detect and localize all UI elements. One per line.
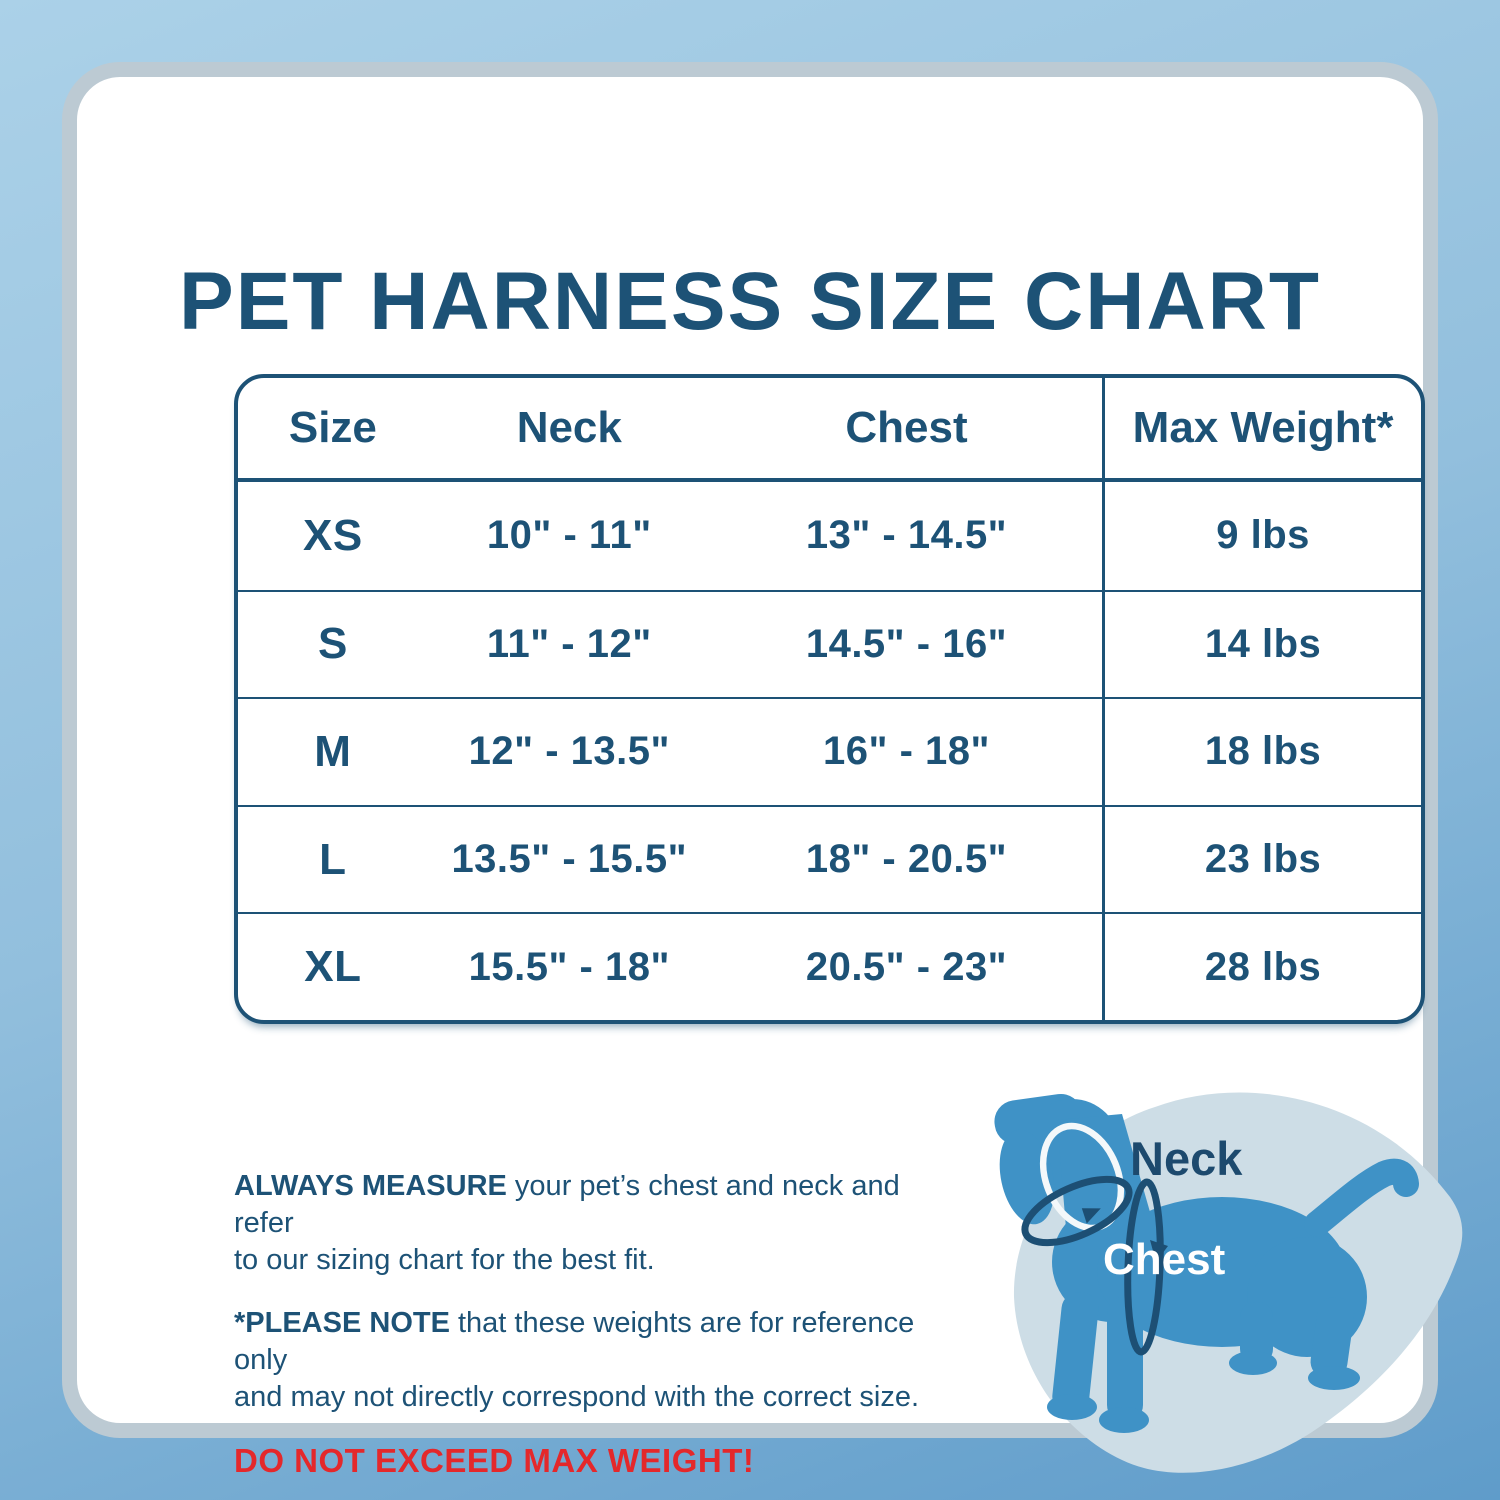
header-cell-neck: Neck [516,403,622,452]
cell-neck: 11" - 12" [486,621,652,666]
cell-neck: 13.5" - 15.5" [451,837,688,882]
cell-size: S [317,619,348,669]
neck-label: Neck [1130,1132,1243,1185]
cell-max-weight: 28 lbs [1102,914,1421,1020]
cell-size: XL [304,942,362,992]
dog-measurement-figure: Neck Chest [972,1062,1492,1482]
cell-max-weight: 23 lbs [1102,806,1421,913]
cell-chest: 14.5" - 16" [805,621,1008,666]
table-row-m: M 12" - 13.5" 16" - 18" 18 lbs [238,697,1421,805]
cell-max-weight: 18 lbs [1102,699,1421,805]
cell-chest: 13" - 14.5" [805,513,1008,558]
note-lead: ALWAYS MEASURE [234,1170,507,1202]
page-title: PET HARNESS SIZE CHART [179,256,1321,347]
table-row-xs: XS 10" - 11" 13" - 14.5" 9 lbs [238,482,1421,590]
note-lead: *PLEASE NOTE [234,1307,450,1339]
cell-size: M [314,726,352,776]
note-text: that these weights are for reference onl… [234,1307,915,1376]
notes-section: ALWAYS MEASURE your pet’s chest and neck… [234,1168,944,1479]
chest-label: Chest [1103,1235,1226,1284]
note-text: to our sizing chart for the best fit. [234,1244,655,1276]
cell-chest: 18" - 20.5" [805,837,1008,882]
cell-chest: 20.5" - 23" [805,944,1008,989]
cell-max-weight: 9 lbs [1102,482,1421,590]
dog-illustration: Neck Chest [994,1092,1463,1473]
cell-chest: 16" - 18" [823,729,990,774]
cell-neck: 12" - 13.5" [468,729,670,774]
cell-size: XS [303,510,363,560]
chest-loop-arrowhead [1150,1240,1168,1262]
cell-neck: 15.5" - 18" [468,944,670,989]
info-card: PET HARNESS SIZE CHART Size Neck Chest M… [62,62,1463,1479]
table-row-l: L 13.5" - 15.5" 18" - 20.5" 23 lbs [238,804,1421,913]
header-cell-chest: Chest [845,403,968,452]
table-row-xl: XL 15.5" - 18" 20.5" - 23" 28 lbs [238,912,1421,1020]
table-header-row: Size Neck Chest Max Weight* [238,378,1421,482]
neck-collar-loop [1021,1175,1133,1247]
chest-measure-loop [1124,1178,1164,1356]
note-always-measure: ALWAYS MEASURE your pet’s chest and neck… [234,1168,944,1279]
header-cell-max-weight: Max Weight* [1102,378,1421,478]
warning-text: DO NOT EXCEED MAX WEIGHT! [234,1442,755,1479]
cell-neck: 10" - 11" [486,513,652,558]
note-please-note: *PLEASE NOTE that these weights are for … [234,1305,944,1416]
header-cell-size: Size [288,403,377,452]
size-table: Size Neck Chest Max Weight* XS 10" - 11"… [234,374,1425,1024]
table-row-s: S 11" - 12" 14.5" - 16" 14 lbs [238,589,1421,698]
note-text: and may not directly correspond with the… [234,1381,920,1413]
cell-max-weight: 14 lbs [1102,591,1421,698]
note-text: your pet’s chest and neck and refer [234,1170,900,1239]
neck-loop-arrowhead [1081,1208,1101,1224]
cell-size: L [319,834,347,884]
